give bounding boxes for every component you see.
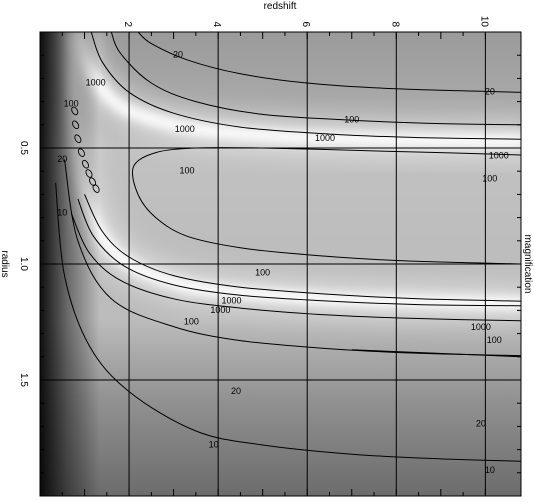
contour-line-1000: [84, 194, 521, 302]
y-tick-label-0.5: 0.5: [18, 141, 29, 155]
y-axis-title: radius: [0, 250, 10, 277]
y-tick-label-1.5: 1.5: [18, 373, 29, 387]
contour-label: 20: [476, 418, 486, 428]
caustic-bead: [72, 120, 80, 130]
contour-label: 1000: [175, 124, 195, 134]
caustic-bead: [92, 184, 100, 193]
contour-label: 10: [57, 207, 67, 217]
contour-label: 1000: [86, 77, 106, 87]
contour-line-20: [64, 159, 521, 357]
contour-label: 20: [57, 154, 67, 164]
contour-label: 10: [209, 439, 219, 449]
heatmap-area: 2010001002010010001000100010010020101001…: [40, 32, 521, 496]
contour-lines: [55, 32, 521, 462]
contour-line-1000: [77, 198, 521, 307]
contour-line-100: [110, 32, 521, 126]
caustic-bead: [77, 148, 85, 157]
contour-label: 1000: [210, 305, 230, 315]
contour-label: 100: [482, 174, 497, 184]
contour-label: 10: [485, 465, 495, 475]
y2-axis-title: magnification: [522, 235, 533, 294]
x-axis-title: redshift: [264, 1, 297, 12]
caustic-bead: [89, 177, 97, 186]
contour-label: 100: [179, 166, 194, 176]
contour-line-20: [351, 349, 521, 358]
axis-ticks: 2 4 6 8 10 0.5 1.0 1.5: [18, 16, 521, 496]
contour-line-20: [137, 32, 521, 93]
contour-labels: 2010001002010010001000100010010020101001…: [57, 50, 508, 475]
contour-label: 100: [64, 98, 79, 108]
caustic-bead: [81, 159, 89, 169]
contour-label: 1000: [489, 150, 509, 160]
contour-label: 20: [173, 50, 183, 60]
caustic-bead: [71, 106, 79, 116]
contour-label: 20: [231, 386, 241, 396]
contour-line-100: [131, 147, 521, 265]
grid-lines: [40, 32, 521, 496]
contour-line-10: [55, 182, 521, 462]
x-tick-label-4: 4: [211, 21, 222, 27]
contour-label: 1000: [221, 295, 241, 305]
x-tick-label-10: 10: [478, 16, 489, 28]
y-tick-label-1.0: 1.0: [18, 257, 29, 271]
contour-label: 20: [485, 87, 495, 97]
contour-line-1000: [90, 32, 521, 140]
contour-label: 100: [344, 115, 359, 125]
caustic-bead: [85, 169, 93, 178]
contour-label: 100: [487, 335, 502, 345]
contour-label: 1000: [471, 322, 491, 332]
contour-label: 1000: [315, 133, 335, 143]
x-tick-label-2: 2: [122, 21, 133, 27]
caustic-bead: [74, 134, 82, 144]
x-tick-label-8: 8: [389, 21, 400, 27]
contour-label: 100: [184, 316, 199, 326]
contour-line-100: [70, 212, 521, 322]
contour-label: 100: [255, 268, 270, 278]
x-tick-label-6: 6: [300, 21, 311, 27]
